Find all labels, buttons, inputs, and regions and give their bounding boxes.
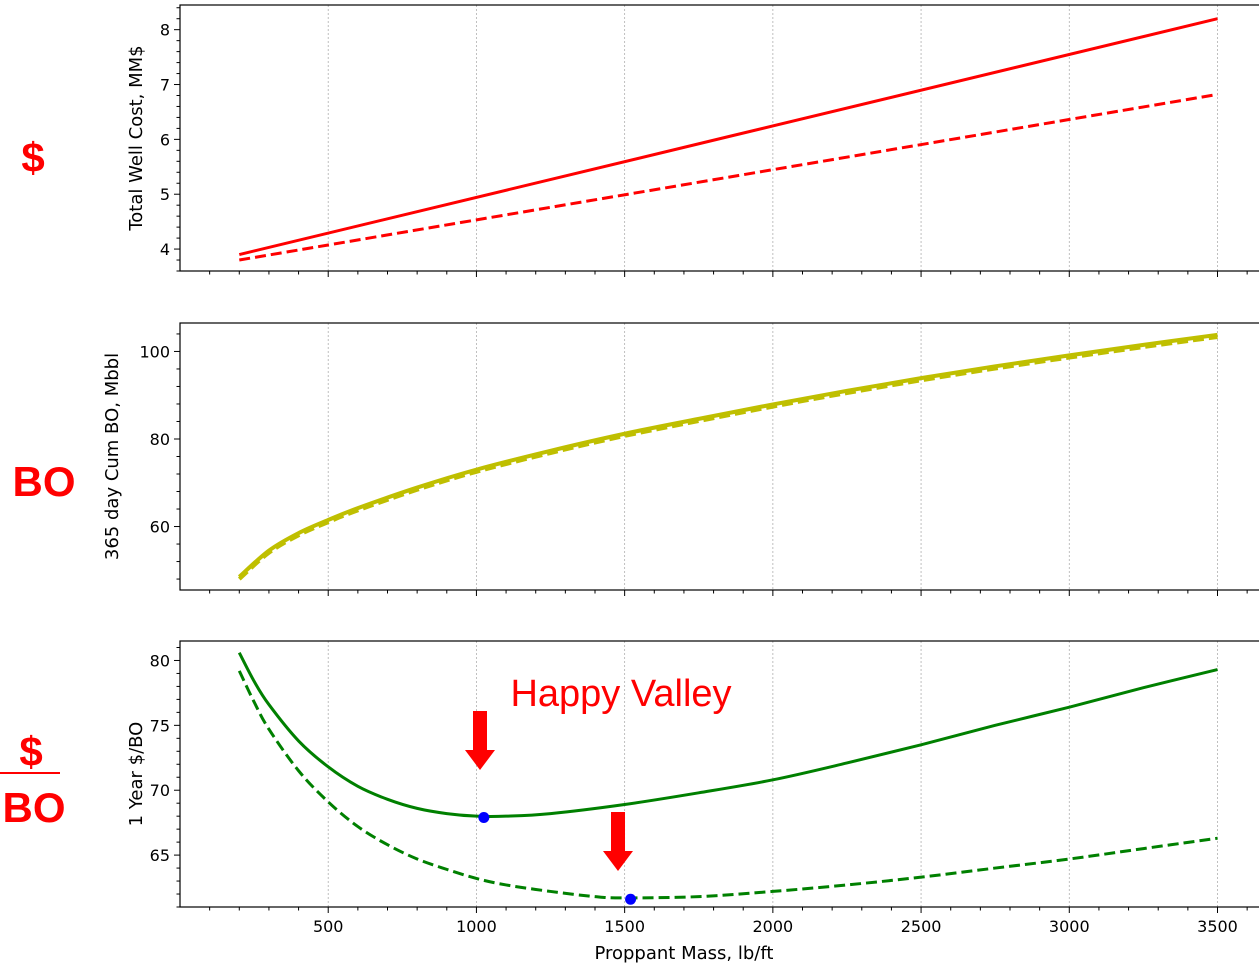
side-label-cost: $	[21, 134, 44, 181]
x-tick-label: 3500	[1197, 917, 1238, 936]
min-marker	[625, 893, 637, 905]
y-tick-label: 7	[160, 76, 170, 95]
x-tick-label: 2000	[752, 917, 793, 936]
x-axis-label: Proppant Mass, lb/ft	[594, 943, 773, 964]
annotation-happy-valley: Happy Valley	[510, 673, 731, 715]
x-tick-label: 500	[313, 917, 344, 936]
side-label-bo: BO	[13, 458, 76, 505]
side-label-ratio-numerator: $	[19, 728, 42, 775]
y-tick-label: 60	[150, 518, 170, 537]
x-tick-label: 3000	[1049, 917, 1090, 936]
panel-1: 4 5 6 7 8 Total Well Cost, MM$	[126, 4, 1259, 277]
min-marker	[478, 811, 490, 823]
y-axis-label: Total Well Cost, MM$	[126, 45, 147, 231]
x-tick-label: 1500	[604, 917, 645, 936]
y-axis-label: 365 day Cum BO, Mbbl	[102, 353, 123, 560]
y-tick-label: 65	[150, 846, 170, 865]
side-label-ratio-denominator: BO	[3, 784, 66, 831]
x-tick-label: 2500	[901, 917, 942, 936]
plot-frame	[179, 640, 1259, 908]
series-line-dashed	[237, 670, 1218, 900]
y-tick-label: 70	[150, 781, 170, 800]
arrow-down-icon	[603, 812, 633, 871]
panel-3: 500 1000 1500 2000 2500 3000 3500 65 70 75 80 1 Yea…	[126, 640, 1259, 964]
series-line-solid	[237, 332, 1218, 579]
y-tick-label: 80	[150, 651, 170, 670]
y-tick-label: 4	[160, 240, 170, 259]
y-tick-label: 75	[150, 716, 170, 735]
arrow-down-icon	[465, 711, 495, 770]
y-tick-label: 6	[160, 130, 170, 149]
chart-panels: 4 5 6 7 8 Total Well Cost, MM$ 60 80 100 365 day …	[102, 4, 1259, 964]
y-tick-label: 8	[160, 21, 170, 40]
plot-frame	[179, 322, 1259, 591]
series-line-dashed	[239, 92, 1218, 262]
series-line-solid	[237, 651, 1218, 818]
y-tick-label: 80	[150, 430, 170, 449]
y-tick-label: 100	[139, 342, 170, 361]
panel-2: 60 80 100 365 day Cum BO, Mbbl	[102, 322, 1259, 596]
series-line-solid	[238, 17, 1218, 257]
series-line-dashed	[237, 335, 1218, 581]
y-axis-label: 1 Year $/BO	[126, 722, 147, 827]
x-tick-label: 1000	[456, 917, 497, 936]
y-tick-label: 5	[160, 185, 170, 204]
plot-frame	[179, 4, 1259, 272]
